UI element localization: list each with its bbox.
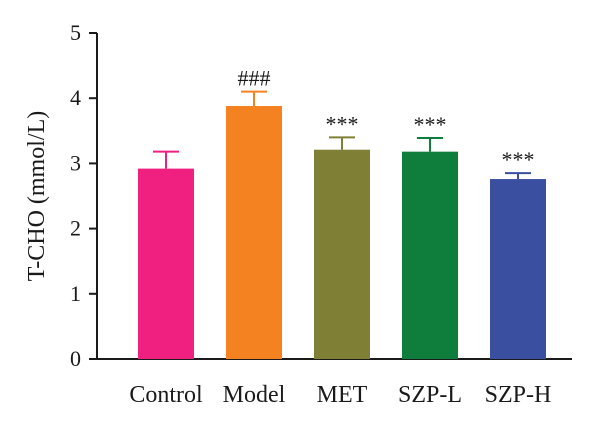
y-tick-label: 3	[70, 150, 81, 175]
bar-model	[226, 106, 282, 359]
bar-control	[138, 168, 194, 359]
category-label: Model	[223, 382, 286, 408]
significance-annotation: ***	[326, 111, 359, 136]
bar-met	[314, 149, 370, 359]
y-tick-label: 2	[70, 216, 81, 241]
significance-annotation: ###	[238, 66, 271, 91]
significance-annotation: ***	[414, 112, 447, 137]
y-tick-label: 0	[70, 346, 81, 371]
bar-szp-l	[402, 151, 458, 359]
error-bar	[153, 150, 179, 169]
category-label: SZP-H	[485, 382, 552, 408]
significance-annotation: ***	[502, 147, 535, 172]
error-bar	[505, 172, 531, 180]
bar-szp-h	[490, 179, 546, 359]
y-tick-label: 1	[70, 281, 81, 306]
category-label: MET	[317, 382, 368, 408]
bars: ### *** *** ***	[138, 66, 546, 359]
category-labels: Control Model MET SZP-L SZP-H	[129, 382, 551, 408]
error-bar	[241, 90, 267, 107]
y-axis-label-group: T-CHO (mmol/L)	[24, 111, 50, 281]
y-axis-label: T-CHO (mmol/L)	[24, 111, 50, 281]
y-tick-label: 5	[70, 20, 81, 45]
error-bar	[329, 136, 355, 150]
category-label: Control	[129, 382, 203, 408]
category-label: SZP-L	[398, 382, 462, 408]
y-tick-label: 4	[70, 85, 81, 110]
error-bar	[417, 136, 443, 152]
